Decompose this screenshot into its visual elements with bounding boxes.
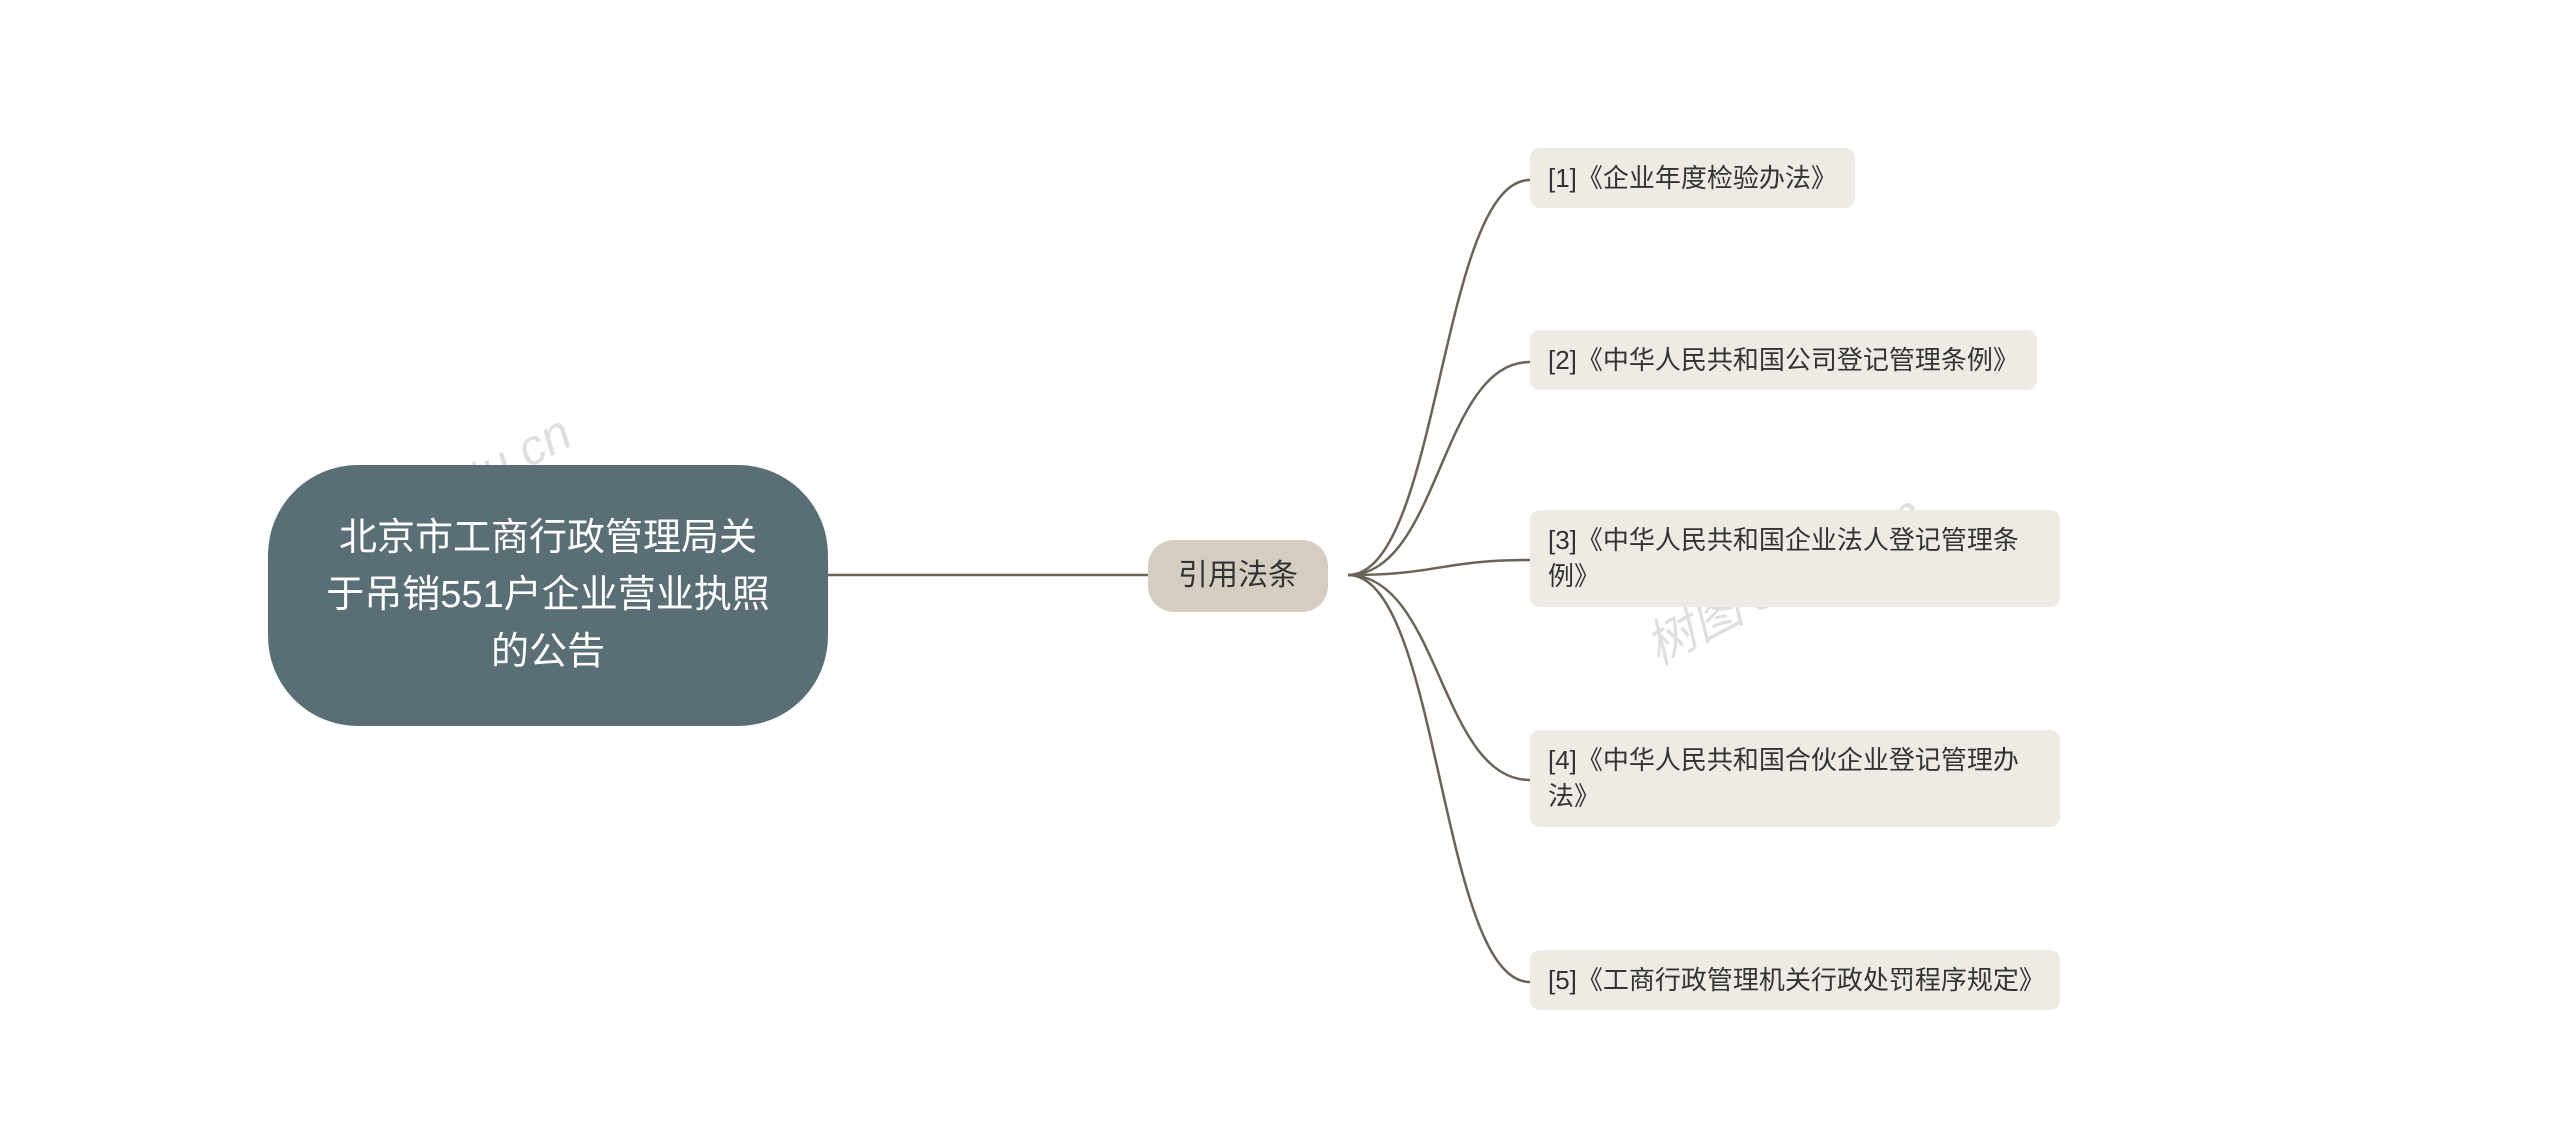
leaf-node-2[interactable]: [2]《中华人民共和国公司登记管理条例》 <box>1530 330 2037 390</box>
leaf-node-1[interactable]: [1]《企业年度检验办法》 <box>1530 148 1855 208</box>
leaf-node-4[interactable]: [4]《中华人民共和国合伙企业登记管理办法》 <box>1530 730 2060 827</box>
connector-middle-leaf-5 <box>1348 575 1530 982</box>
connector-middle-leaf-2 <box>1348 362 1530 575</box>
root-node[interactable]: 北京市工商行政管理局关于吊销551户企业营业执照的公告 <box>268 465 828 726</box>
connector-middle-leaf-3 <box>1348 560 1530 575</box>
root-node-text: 北京市工商行政管理局关于吊销551户企业营业执照的公告 <box>323 510 773 681</box>
leaf-node-5[interactable]: [5]《工商行政管理机关行政处罚程序规定》 <box>1530 950 2060 1010</box>
connector-middle-leaf-4 <box>1348 575 1530 780</box>
connector-middle-leaf-1 <box>1348 180 1530 575</box>
leaf-node-text: [4]《中华人民共和国合伙企业登记管理办法》 <box>1548 745 2019 811</box>
mindmap-container: 树图 shutu.cn 树图 shutu.cn 北京市工商行政管理局关于吊销55… <box>0 0 2560 1139</box>
leaf-node-text: [1]《企业年度检验办法》 <box>1548 163 1837 193</box>
leaf-node-3[interactable]: [3]《中华人民共和国企业法人登记管理条例》 <box>1530 510 2060 607</box>
middle-node-text: 引用法条 <box>1178 559 1298 592</box>
leaf-node-text: [2]《中华人民共和国公司登记管理条例》 <box>1548 345 2019 375</box>
leaf-node-text: [5]《工商行政管理机关行政处罚程序规定》 <box>1548 965 2045 995</box>
middle-node[interactable]: 引用法条 <box>1148 540 1328 612</box>
leaf-node-text: [3]《中华人民共和国企业法人登记管理条例》 <box>1548 525 2019 591</box>
